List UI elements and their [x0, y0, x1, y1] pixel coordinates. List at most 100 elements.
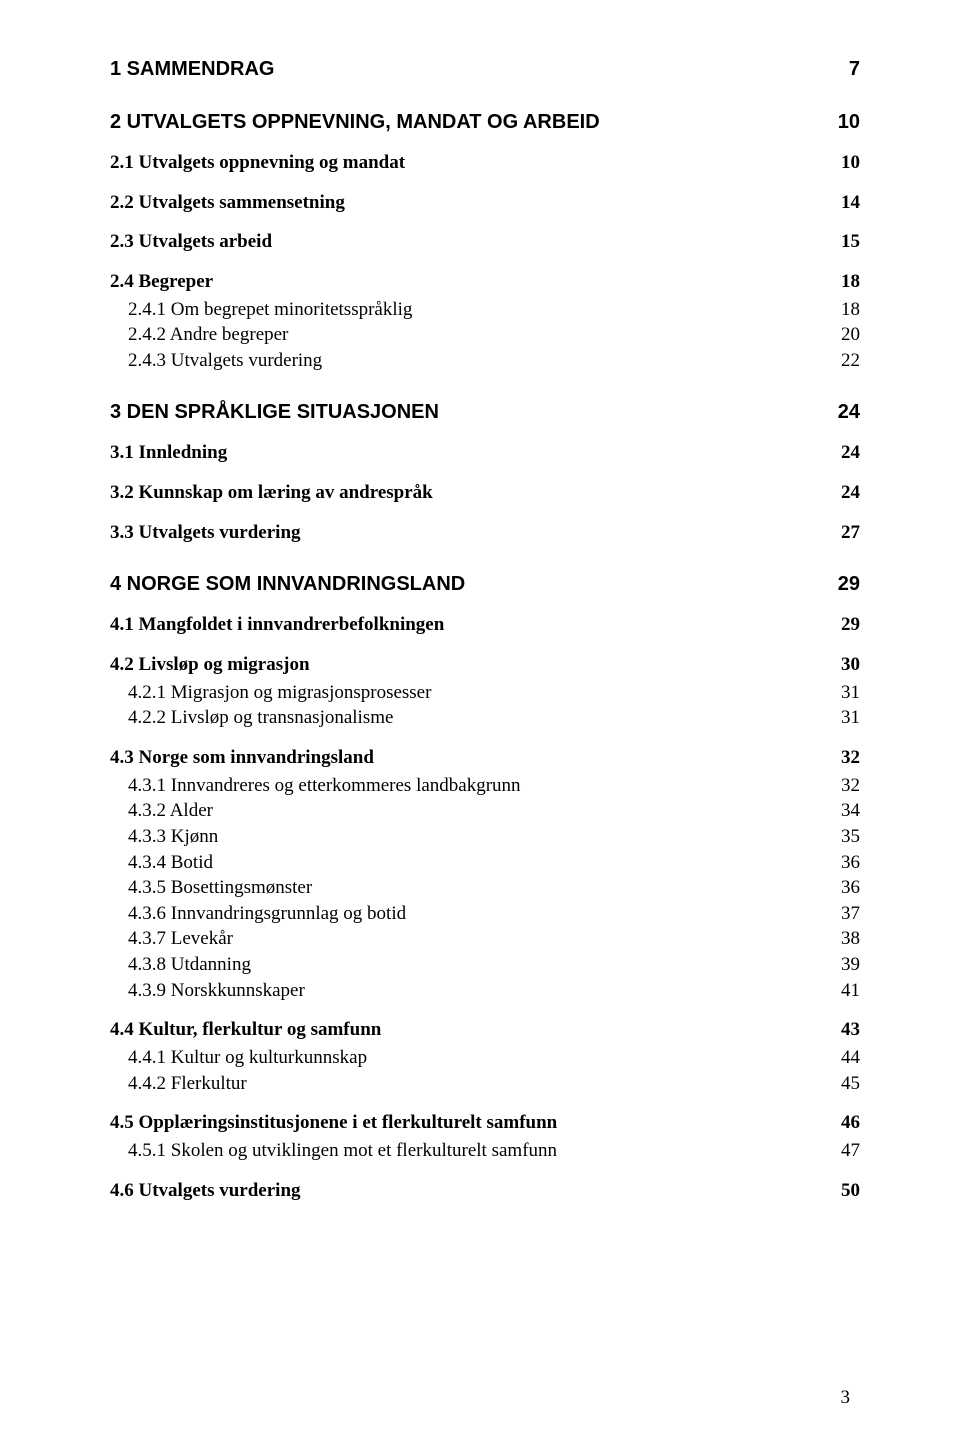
toc-entry: 1 SAMMENDRAG 7: [110, 56, 860, 83]
toc-entry-page: 18: [831, 297, 860, 323]
toc-entry-page: 37: [831, 901, 860, 927]
toc-entry-page: 29: [828, 571, 860, 598]
toc-entry-label: 2.1 Utvalgets oppnevning og mandat: [110, 150, 405, 176]
toc-entry: 2.2 Utvalgets sammensetning 14: [110, 190, 860, 216]
toc-entry-label: 4.3 Norge som innvandringsland: [110, 745, 374, 771]
toc-entry: 4.1 Mangfoldet i innvandrerbefolkningen 2…: [110, 612, 860, 638]
toc-entry-label: 4.4.2 Flerkultur: [128, 1071, 247, 1097]
toc-entry-page: 36: [831, 850, 860, 876]
toc-entry-label: 2 UTVALGETS OPPNEVNING, MANDAT OG ARBEID: [110, 109, 600, 136]
toc-entry-page: 32: [831, 745, 860, 771]
toc-entry: 2.3 Utvalgets arbeid 15: [110, 229, 860, 255]
toc-entry: 3.2 Kunnskap om læring av andrespråk 24: [110, 480, 860, 506]
toc-entry-label: 2.4.3 Utvalgets vurdering: [128, 348, 322, 374]
toc-entry-label: 4.5.1 Skolen og utviklingen mot et flerk…: [128, 1138, 557, 1164]
toc-entry-label: 2.4.2 Andre begreper: [128, 322, 288, 348]
toc-entry-label: 4.2.2 Livsløp og transnasjonalisme: [128, 705, 393, 731]
toc-entry-page: 20: [831, 322, 860, 348]
toc-entry-page: 10: [831, 150, 860, 176]
toc-entry: 4.4 Kultur, flerkultur og samfunn 43: [110, 1017, 860, 1043]
toc-entry: 4.2 Livsløp og migrasjon30: [110, 652, 860, 678]
toc-entry-label: 2.4.1 Om begrepet minoritetsspråklig: [128, 297, 412, 323]
toc-entry-label: 4.3.4 Botid: [128, 850, 213, 876]
toc-entry-label: 2.3 Utvalgets arbeid: [110, 229, 272, 255]
toc-entry: 4.3.3 Kjønn 35: [110, 824, 860, 850]
toc-entry-page: 32: [831, 773, 860, 799]
toc-entry: 4.4.2 Flerkultur 45: [110, 1071, 860, 1097]
toc-entry: 3 DEN SPRÅKLIGE SITUASJONEN 24: [110, 399, 860, 426]
toc-entry-page: 22: [831, 348, 860, 374]
toc-entry-page: 31: [831, 705, 860, 731]
toc-entry-page: 10: [828, 109, 860, 136]
toc-entry-page: 35: [831, 824, 860, 850]
toc-entry-page: 43: [831, 1017, 860, 1043]
toc-entry: 4.5.1 Skolen og utviklingen mot et flerk…: [110, 1138, 860, 1164]
toc-entry-page: 36: [831, 875, 860, 901]
toc-entry-label: 4.4 Kultur, flerkultur og samfunn: [110, 1017, 381, 1043]
toc-entry-page: 39: [831, 952, 860, 978]
toc-entry: 4.2.2 Livsløp og transnasjonalisme 31: [110, 705, 860, 731]
toc-entry: 4.4.1 Kultur og kulturkunnskap 44: [110, 1045, 860, 1071]
toc-entry-label: 2.4 Begreper: [110, 269, 213, 295]
toc-entry: 4.3.4 Botid 36: [110, 850, 860, 876]
toc-entry-page: 46: [831, 1110, 860, 1136]
toc-entry-page: 15: [831, 229, 860, 255]
toc-entry: 4.3.6 Innvandringsgrunnlag og botid 37: [110, 901, 860, 927]
toc-entry-label: 3.1 Innledning: [110, 440, 227, 466]
toc-entry: 4.3.2 Alder 34: [110, 798, 860, 824]
toc-entry: 4.6 Utvalgets vurdering 50: [110, 1178, 860, 1204]
toc-entry-page: 24: [831, 440, 860, 466]
toc-entry-page: 24: [828, 399, 860, 426]
toc-entry-page: 44: [831, 1045, 860, 1071]
toc-entry-label: 4.3.5 Bosettingsmønster: [128, 875, 312, 901]
toc-entry-label: 4.5 Opplæringsinstitusjonene i et flerku…: [110, 1110, 557, 1136]
toc-entry-label: 3.3 Utvalgets vurdering: [110, 520, 301, 546]
toc-entry-page: 18: [831, 269, 860, 295]
toc-entry-page: 24: [831, 480, 860, 506]
toc-entry: 3.1 Innledning 24: [110, 440, 860, 466]
toc-entry: 2.1 Utvalgets oppnevning og mandat 10: [110, 150, 860, 176]
toc-entry-page: 29: [831, 612, 860, 638]
toc-entry-label: 4.3.6 Innvandringsgrunnlag og botid: [128, 901, 406, 927]
toc-entry-page: 38: [831, 926, 860, 952]
toc-entry-label: 4.3.7 Levekår: [128, 926, 233, 952]
toc-entry-page: 7: [839, 56, 860, 83]
toc-entry-page: 27: [831, 520, 860, 546]
toc-entry-page: 34: [831, 798, 860, 824]
toc-entry: 2.4 Begreper 18: [110, 269, 860, 295]
toc-entry-page: 45: [831, 1071, 860, 1097]
toc-entry: 4.5 Opplæringsinstitusjonene i et flerku…: [110, 1110, 860, 1136]
toc-entry-label: 4.4.1 Kultur og kulturkunnskap: [128, 1045, 367, 1071]
toc-entry-label: 4.3.3 Kjønn: [128, 824, 218, 850]
toc-entry: 2.4.3 Utvalgets vurdering 22: [110, 348, 860, 374]
toc-entry-label: 4.2 Livsløp og migrasjon: [110, 652, 310, 678]
toc-entry-label: 1 SAMMENDRAG: [110, 56, 274, 83]
toc-entry-label: 4.3.9 Norskkunnskaper: [128, 978, 305, 1004]
toc-entry: 2 UTVALGETS OPPNEVNING, MANDAT OG ARBEID…: [110, 109, 860, 136]
toc-entry-label: 4.1 Mangfoldet i innvandrerbefolkningen: [110, 612, 444, 638]
toc-entry: 4.3.5 Bosettingsmønster 36: [110, 875, 860, 901]
toc-entry: 4.3.1 Innvandreres og etterkommeres land…: [110, 773, 860, 799]
toc-entry-label: 4 NORGE SOM INNVANDRINGSLAND: [110, 571, 465, 598]
toc-entry: 4.3.8 Utdanning 39: [110, 952, 860, 978]
toc-entry: 3.3 Utvalgets vurdering 27: [110, 520, 860, 546]
toc-entry-page: 14: [831, 190, 860, 216]
toc-entry-label: 3 DEN SPRÅKLIGE SITUASJONEN: [110, 399, 439, 426]
toc-entry-label: 2.2 Utvalgets sammensetning: [110, 190, 345, 216]
toc-entry-label: 4.3.8 Utdanning: [128, 952, 251, 978]
toc-entry: 4 NORGE SOM INNVANDRINGSLAND 29: [110, 571, 860, 598]
toc-entry-label: 4.6 Utvalgets vurdering: [110, 1178, 301, 1204]
toc-entry-label: 3.2 Kunnskap om læring av andrespråk: [110, 480, 433, 506]
toc-entry-page: 47: [831, 1138, 860, 1164]
toc-entry-label: 4.3.2 Alder: [128, 798, 213, 824]
toc-entry: 4.3.9 Norskkunnskaper 41: [110, 978, 860, 1004]
toc-entry: 4.3 Norge som innvandringsland 32: [110, 745, 860, 771]
toc-entry-page: 31: [831, 680, 860, 706]
toc-entry-page: 50: [831, 1178, 860, 1204]
toc-entry-page: 41: [831, 978, 860, 1004]
toc-entry: 4.2.1 Migrasjon og migrasjonsprosesser 31: [110, 680, 860, 706]
toc-entry: 2.4.1 Om begrepet minoritetsspråklig 18: [110, 297, 860, 323]
toc-entry: 2.4.2 Andre begreper 20: [110, 322, 860, 348]
table-of-contents: 1 SAMMENDRAG 7 2 UTVALGETS OPPNEVNING, MAN…: [110, 56, 860, 1203]
toc-entry-label: 4.2.1 Migrasjon og migrasjonsprosesser: [128, 680, 431, 706]
